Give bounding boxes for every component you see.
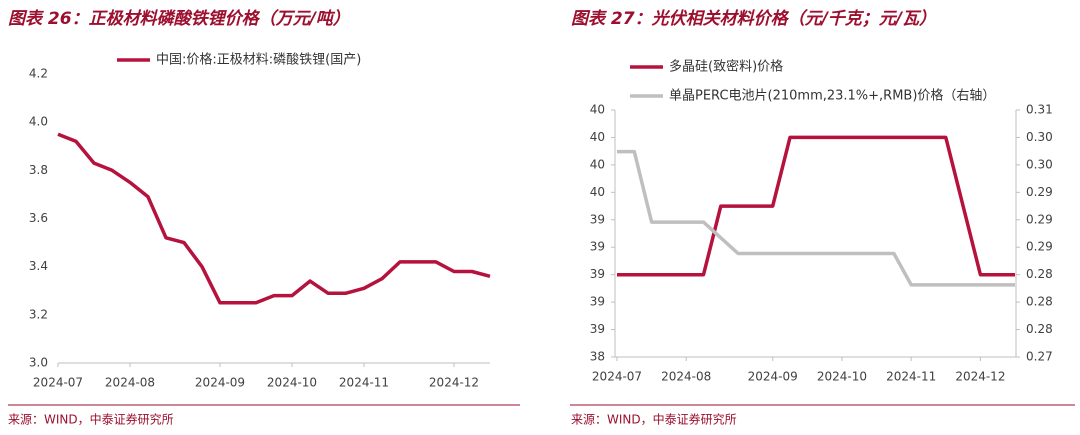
y-tick-label: 39	[590, 240, 605, 254]
x-tick-label: 2024-07	[592, 370, 642, 384]
legend-label: 中国:价格:正极材料:磷酸铁锂(国产)	[156, 52, 361, 68]
y-tick-label: 3.4	[29, 259, 48, 273]
y2-tick-label: 0.28	[1026, 267, 1053, 281]
y2-tick-label: 0.29	[1026, 185, 1053, 199]
series-line	[57, 132, 491, 305]
y-tick-label: 39	[590, 212, 605, 226]
y-tick-label: 4.2	[29, 67, 48, 81]
series-line	[617, 149, 1015, 287]
x-tick-label: 2024-09	[195, 376, 245, 390]
y-tick-label: 3.8	[29, 163, 48, 177]
legend-label: 多晶硅(致密料)价格	[669, 59, 783, 75]
x-tick-label: 2024-10	[267, 376, 317, 390]
y2-tick-label: 0.28	[1026, 322, 1053, 336]
x-tick-label: 2024-12	[955, 370, 1005, 384]
y2-tick-label: 0.30	[1026, 130, 1053, 144]
source-note: 来源：WIND，中泰证券研究所	[571, 412, 737, 427]
y2-tick-label: 0.30	[1026, 157, 1053, 171]
y-tick-label: 40	[590, 103, 605, 117]
y-tick-label: 39	[590, 295, 605, 309]
y-tick-label: 40	[590, 157, 605, 171]
y2-tick-label: 0.27	[1026, 350, 1053, 364]
x-tick-label: 2024-08	[105, 376, 155, 390]
y-tick-label: 3.2	[29, 307, 48, 321]
source-note: 来源：WIND，中泰证券研究所	[8, 412, 174, 427]
y-tick-label: 3.6	[29, 211, 48, 225]
y-tick-label: 40	[590, 185, 605, 199]
series-line	[617, 135, 1015, 277]
y-tick-label: 40	[590, 130, 605, 144]
y2-tick-label: 0.29	[1026, 212, 1053, 226]
y-tick-label: 4.0	[29, 115, 48, 129]
chart-title: 图表 27：光伏相关材料价格（元/千克；元/瓦）	[571, 9, 936, 29]
x-tick-label: 2024-11	[339, 376, 389, 390]
x-tick-label: 2024-11	[886, 370, 936, 384]
y2-tick-label: 0.28	[1026, 295, 1053, 309]
y-tick-label: 38	[590, 350, 605, 364]
x-tick-label: 2024-12	[429, 376, 479, 390]
y2-tick-label: 0.31	[1026, 103, 1053, 117]
y-tick-label: 3.0	[29, 356, 48, 370]
y-tick-label: 39	[590, 267, 605, 281]
legend-label: 单晶PERC电池片(210mm,23.1%+,RMB)价格（右轴）	[669, 88, 995, 104]
y-tick-label: 39	[590, 322, 605, 336]
x-tick-label: 2024-07	[33, 376, 83, 390]
chart-title: 图表 26：正极材料磷酸铁锂价格（万元/吨）	[8, 9, 350, 29]
x-tick-label: 2024-09	[748, 370, 798, 384]
x-tick-label: 2024-10	[817, 370, 867, 384]
x-tick-label: 2024-08	[661, 370, 711, 384]
y2-tick-label: 0.29	[1026, 240, 1053, 254]
